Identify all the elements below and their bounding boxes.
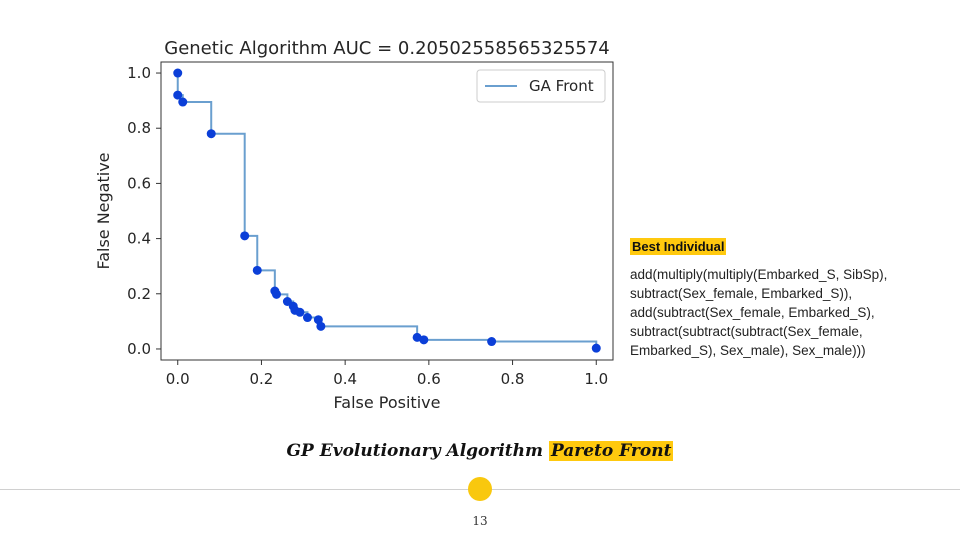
- ga-front-point: [173, 68, 183, 78]
- ga-front-point: [173, 90, 183, 100]
- legend-box: [476, 69, 606, 103]
- ga-front-point: [252, 265, 262, 275]
- ga-front-point: [316, 321, 326, 331]
- y-tick-label: 0.4: [127, 230, 151, 248]
- x-tick-label: 0.2: [250, 370, 274, 388]
- footer-dot: [468, 477, 492, 501]
- y-tick-label: 0.8: [127, 119, 151, 137]
- y-tick-label: 0.0: [127, 340, 151, 358]
- ga-front-point: [240, 231, 250, 241]
- slide-caption: GP Evolutionary Algorithm Pareto Front: [0, 441, 960, 461]
- best-individual-expression: add(multiply(multiply(Embarked_S, SibSp)…: [630, 267, 888, 358]
- chart-title: Genetic Algorithm AUC = 0.20502558565325…: [164, 38, 610, 59]
- ga-front-step-line: [176, 73, 598, 349]
- x-tick-label: 0.0: [166, 370, 190, 388]
- x-tick-label: 0.6: [417, 370, 441, 388]
- page-number: 13: [472, 514, 488, 528]
- y-axis-label-group: False Negative: [94, 152, 113, 269]
- y-tick-label: 1.0: [127, 64, 151, 82]
- best-individual-panel: Best Individual add(multiply(multiply(Em…: [630, 236, 950, 360]
- ga-front-point: [302, 313, 312, 323]
- legend-label: GA Front: [529, 77, 594, 95]
- ga-front-point: [419, 335, 429, 345]
- ga-front-point: [206, 129, 216, 139]
- caption-prefix: GP Evolutionary Algorithm: [286, 441, 544, 461]
- axis-ticks: 0.0 0.2 0.4 0.6 0.8 1.0 0.0 0.2 0.4 0.6 0.8 1.0: [127, 64, 608, 388]
- y-tick-label: 0.2: [127, 285, 151, 303]
- x-tick-label: 0.8: [501, 370, 525, 388]
- ga-front-point: [591, 343, 601, 353]
- x-tick-label: 1.0: [584, 370, 608, 388]
- chart-svg: Genetic Algorithm AUC = 0.20502558565325…: [94, 38, 614, 412]
- ga-front-point: [178, 97, 188, 107]
- best-individual-heading: Best Individual: [630, 238, 727, 255]
- series-group: [173, 68, 601, 353]
- ga-front-point: [295, 307, 305, 317]
- ga-front-point: [487, 337, 497, 347]
- plot-area-frame: [160, 61, 614, 361]
- x-axis-label: False Positive: [334, 393, 441, 412]
- caption-highlight: Pareto Front: [548, 441, 674, 461]
- y-axis-label: False Negative: [94, 152, 113, 269]
- x-tick-label: 0.4: [333, 370, 357, 388]
- y-tick-label: 0.6: [127, 174, 151, 192]
- ga-front-point: [272, 289, 282, 299]
- pareto-chart: Genetic Algorithm AUC = 0.20502558565325…: [94, 38, 614, 412]
- legend: GA Front: [476, 69, 606, 103]
